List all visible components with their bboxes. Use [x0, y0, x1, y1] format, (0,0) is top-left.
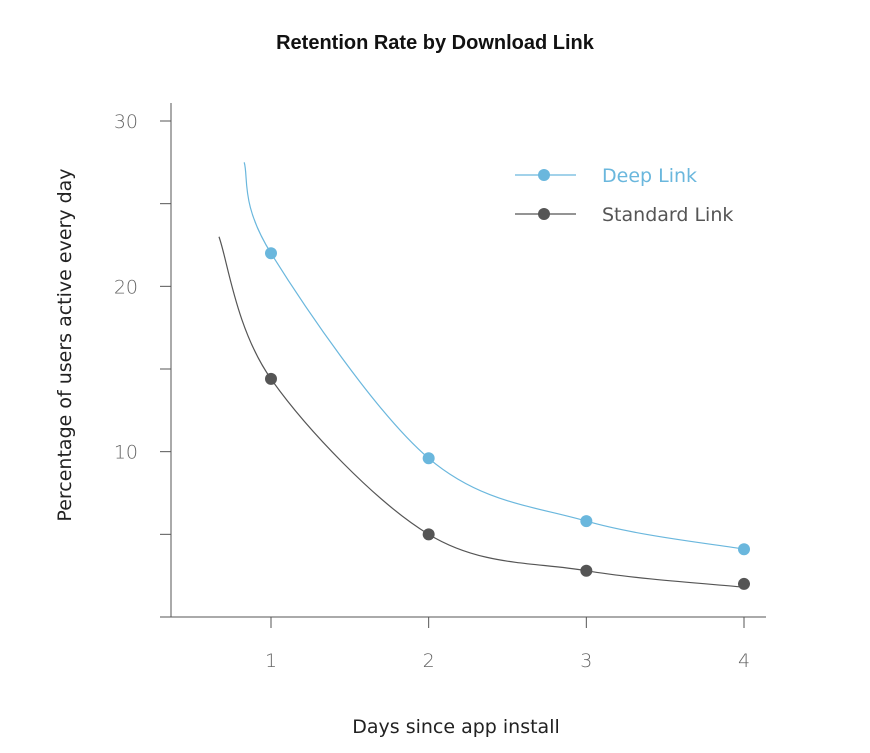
- x-tick-label-2: 2: [423, 650, 435, 672]
- legend-label-deep-link: Deep Link: [602, 165, 697, 187]
- point-standard-link-x4: [738, 577, 750, 590]
- fit-lines: [218, 162, 745, 588]
- point-deep-link-x1: [265, 247, 277, 260]
- point-deep-link-x2: [422, 452, 435, 465]
- y-axis-title: Percentage of users active every day: [54, 168, 76, 521]
- legend-marker-standard-link: [538, 208, 550, 220]
- point-standard-link-x3: [580, 564, 593, 577]
- point-standard-link-x2: [422, 528, 435, 541]
- y-tick-label-30: 30: [114, 111, 138, 133]
- y-tick-label-10: 10: [114, 442, 138, 464]
- legend-marker-deep-link: [538, 169, 550, 181]
- data-points: [265, 247, 750, 590]
- legend-label-standard-link: Standard Link: [602, 204, 733, 226]
- point-deep-link-x3: [580, 515, 593, 528]
- legend: Deep Link Standard Link: [515, 165, 733, 226]
- tick-labels: 10 20 30 1 2 3 4: [114, 111, 750, 672]
- chart-axes: [160, 103, 766, 628]
- x-tick-label-1: 1: [265, 650, 277, 672]
- x-tick-label-4: 4: [738, 650, 750, 672]
- fit-line-standard-link: [218, 236, 745, 588]
- x-axis-title: Days since app install: [352, 716, 560, 738]
- point-standard-link-x1: [265, 372, 277, 385]
- y-tick-label-20: 20: [114, 276, 138, 298]
- x-tick-label-3: 3: [580, 650, 592, 672]
- point-deep-link-x4: [738, 543, 750, 556]
- chart-title: Retention Rate by Download Link: [276, 32, 594, 54]
